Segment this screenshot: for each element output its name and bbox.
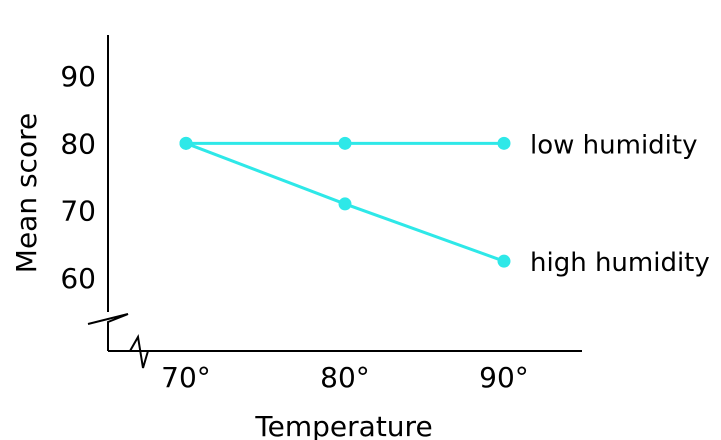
data-point — [338, 136, 352, 150]
y-tick-label: 80 — [60, 127, 96, 160]
series-label: low humidity — [530, 130, 697, 160]
data-point — [497, 254, 511, 268]
data-point — [338, 197, 352, 211]
y-axis-title: Mean score — [10, 113, 43, 273]
y-tick-label: 90 — [60, 60, 96, 93]
x-axis-break — [129, 334, 149, 369]
y-tick-label: 60 — [60, 262, 96, 295]
data-point — [179, 136, 193, 150]
x-tick-label: 90° — [479, 361, 529, 394]
x-tick-label: 70° — [161, 361, 211, 394]
x-axis-title: Temperature — [254, 410, 432, 440]
series-label: high humidity — [530, 248, 710, 278]
y-axis-break — [87, 313, 129, 351]
x-tick-label: 80° — [320, 361, 370, 394]
data-point — [497, 136, 511, 150]
y-tick-label: 70 — [60, 195, 96, 228]
